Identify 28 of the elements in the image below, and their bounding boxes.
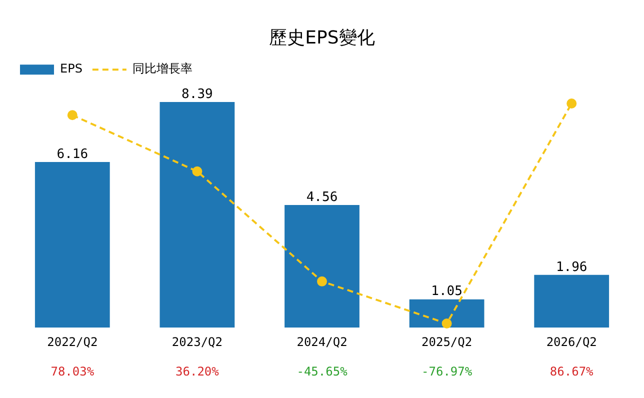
point: [67, 110, 78, 120]
bar: [409, 299, 484, 328]
chart-title: 歷史EPS變化: [269, 27, 375, 48]
data-label: 4.56: [306, 190, 338, 205]
point: [566, 98, 577, 109]
data-label: 1.05: [431, 284, 462, 300]
bar: [284, 204, 360, 328]
bar: [160, 102, 235, 328]
data-label: 36.20%: [176, 364, 220, 379]
data-label: 1.96: [556, 260, 588, 275]
legend-label: EPS: [60, 62, 82, 76]
x-tick-label: 2025/Q2: [422, 334, 472, 349]
x-tick-label: 2022/Q2: [47, 334, 98, 349]
data-label: 8.39: [182, 86, 213, 102]
point: [192, 166, 202, 176]
data-label: -76.97%: [422, 364, 473, 379]
x-tick-label: 2026/Q2: [546, 334, 597, 349]
x-tick-label: 2023/Q2: [172, 334, 222, 349]
legend-label: 同比增長率: [132, 62, 192, 76]
point: [442, 318, 452, 329]
point: [317, 276, 327, 286]
data-label: -45.65%: [296, 364, 348, 379]
x-tick-label: 2024/Q2: [296, 334, 348, 349]
bar: [534, 274, 610, 328]
data-label: 6.16: [56, 146, 88, 162]
bar: [34, 162, 110, 328]
data-label: 86.67%: [550, 364, 594, 379]
data-label: 78.03%: [50, 364, 95, 379]
